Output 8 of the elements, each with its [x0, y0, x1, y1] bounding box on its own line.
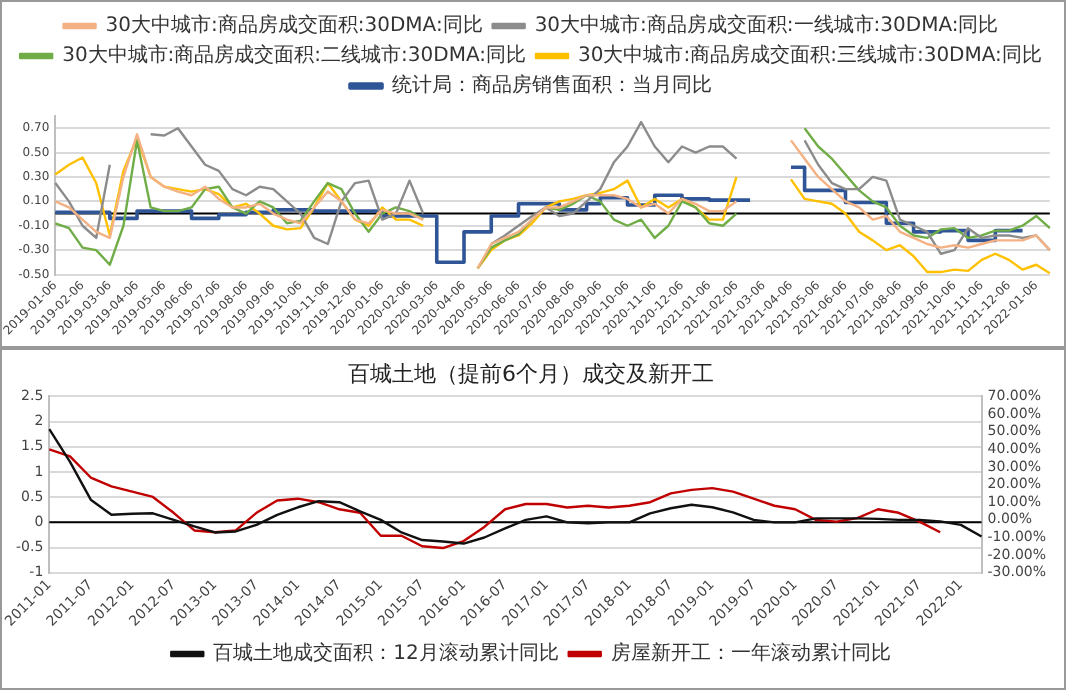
legend-label: 30大中城市:商品房成交面积:一线城市:30DMA:同比 [534, 13, 999, 38]
legend-label: 百城土地成交面积：12月滚动累计同比 [213, 641, 559, 666]
legend-label: 30大中城市:商品房成交面积:二线城市:30DMA:同比 [62, 43, 527, 68]
legend-label: 房屋新开工：一年滚动累计同比 [610, 641, 891, 666]
chart-title: 百城土地（提前6个月）成交及新开工 [348, 360, 714, 387]
legend-label: 30大中城市:商品房成交面积:三线城市:30DMA:同比 [578, 43, 1042, 68]
legend-label: 30大中城市:商品房成交面积:30DMA:同比 [105, 13, 483, 38]
legend-label: 统计局：商品房销售面积：当月同比 [392, 73, 712, 98]
